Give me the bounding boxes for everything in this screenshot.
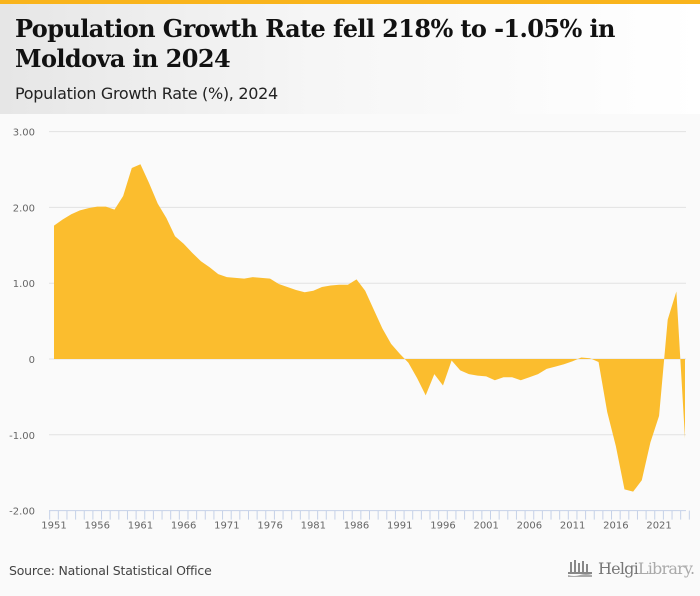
- x-axis: 1951 1956 1961 1966 1971 1976 1981 1986 1991 1996…: [41, 510, 690, 532]
- x-tick-label: 2016: [603, 521, 628, 532]
- x-tick-label: 2001: [473, 521, 498, 532]
- x-tick-label: 1956: [84, 521, 109, 532]
- x-tick-label: 1976: [257, 521, 282, 532]
- chart-title: Population Growth Rate fell 218% to -1.0…: [15, 14, 615, 73]
- x-tick-label: 1991: [387, 521, 412, 532]
- library-building-icon: [568, 560, 592, 577]
- growth-rate-area: [54, 164, 685, 492]
- chart-subtitle: Population Growth Rate (%), 2024: [15, 84, 278, 103]
- x-tick-label: 1961: [128, 521, 153, 532]
- y-tick-label: -2.00: [9, 507, 35, 518]
- x-tick-label: 1951: [41, 521, 66, 532]
- x-tick-label: 1966: [171, 521, 196, 532]
- x-tick-label: 1986: [344, 521, 369, 532]
- x-tick-label: 1971: [214, 521, 239, 532]
- x-tick-label: 1981: [301, 521, 326, 532]
- accent-strip: [0, 0, 700, 4]
- x-tick-label: 2011: [560, 521, 585, 532]
- x-tick-label: 2021: [646, 521, 671, 532]
- logo-text: HelgiLibrary.: [598, 558, 695, 578]
- y-tick-label: 0: [29, 355, 35, 366]
- helgi-library-logo[interactable]: HelgiLibrary.: [568, 558, 695, 578]
- logo-text-light: Library.: [637, 558, 695, 578]
- y-tick-label: 1.00: [13, 279, 35, 290]
- area-chart: 3.00 2.00 1.00 0 -1.00 -2.00 1951 1956 1961 1966…: [9, 128, 690, 532]
- y-tick-label: 3.00: [13, 128, 35, 139]
- y-axis: 3.00 2.00 1.00 0 -1.00 -2.00: [9, 128, 35, 518]
- chart-header: Population Growth Rate fell 218% to -1.0…: [0, 4, 700, 114]
- source-note: Source: National Statistical Office: [9, 563, 212, 578]
- x-tick-label: 1996: [430, 521, 455, 532]
- logo-text-bold: Helgi: [598, 558, 639, 578]
- x-tick-label: 2006: [517, 521, 542, 532]
- y-tick-label: -1.00: [9, 431, 35, 442]
- y-tick-label: 2.00: [13, 203, 35, 214]
